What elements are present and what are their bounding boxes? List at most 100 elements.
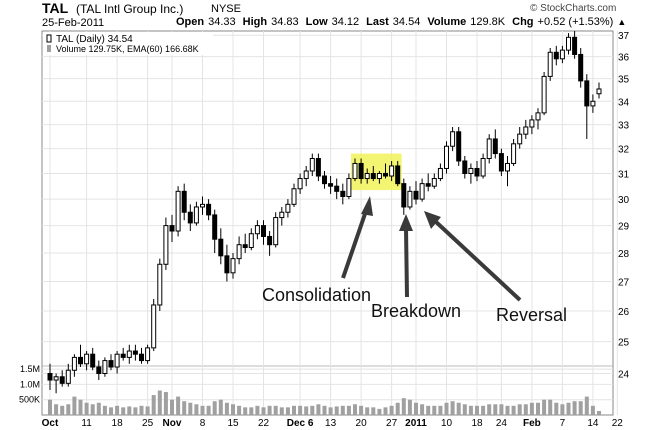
volume-bar <box>48 399 52 415</box>
candle-body <box>71 356 77 371</box>
volume-bar <box>365 407 370 415</box>
y-tick-label: 32 <box>618 145 630 156</box>
volume-bar <box>249 407 254 415</box>
candle-body <box>444 145 449 169</box>
candle-body <box>65 369 71 384</box>
chg-value: +0.52 (+1.53%) <box>537 16 614 28</box>
chart-header: TAL (TAL Intl Group Inc.) NYSE 25-Feb-20… <box>0 0 645 32</box>
x-tick-label: 27 <box>386 418 398 429</box>
volume-bar <box>218 399 223 415</box>
volume-bar <box>292 405 296 415</box>
volume-bar <box>231 404 235 415</box>
volume-bar <box>145 406 150 415</box>
y-tick-label: 35 <box>618 75 630 86</box>
candle-body <box>437 167 443 180</box>
candle-body <box>96 366 102 375</box>
volume-bar <box>444 402 449 415</box>
volume-bar <box>383 407 388 415</box>
candle-body <box>242 244 248 248</box>
x-axis: Oct 11 18 25 Nov 8 15 22 Dec 6 13 20 27 2011 10 18 24 Fe… <box>42 418 624 429</box>
legend-box <box>43 32 213 55</box>
credit-text: © StockCharts.com <box>530 3 617 14</box>
y-axis: 24 25 26 27 28 29 30 31 32 33 34 35 36 37 <box>618 31 630 380</box>
volume-bar <box>377 408 382 415</box>
candle-body <box>468 167 474 174</box>
volume-bar <box>151 395 156 415</box>
x-tick-label: 15 <box>227 418 239 429</box>
volume-bar <box>84 402 89 415</box>
candle-body <box>389 165 395 177</box>
candle-body <box>78 356 83 365</box>
volume-bar <box>316 404 321 415</box>
candle-body <box>407 190 413 208</box>
volume-bar <box>200 405 205 415</box>
candle-body <box>309 158 315 172</box>
candle-body <box>352 162 358 180</box>
reversal-arrow <box>433 219 522 302</box>
candle-body <box>498 153 504 172</box>
volume-bar <box>523 404 528 415</box>
volume-bar <box>359 405 364 415</box>
candle-body <box>254 225 260 235</box>
candle-body <box>224 255 230 274</box>
y-tick-label: 29 <box>618 222 630 233</box>
volume-bar <box>188 402 193 415</box>
quote-date: 25-Feb-2011 <box>42 17 105 29</box>
y-tick-label: 37 <box>618 31 630 42</box>
candle-body <box>541 75 547 114</box>
volume-bar <box>176 396 181 415</box>
breakdown-arrow <box>404 227 409 298</box>
volume-bar <box>212 401 217 415</box>
x-tick-label: 20 <box>356 418 368 429</box>
candle-body <box>553 51 559 60</box>
consolidation-arrow <box>341 207 369 279</box>
candle-body <box>132 350 138 355</box>
candle-body <box>322 175 327 185</box>
candle-body <box>285 203 291 213</box>
volume-bar <box>536 402 540 415</box>
volume-bar <box>72 396 77 415</box>
consolidation-arrowhead <box>361 196 373 216</box>
candle-body <box>248 233 254 248</box>
candle-body <box>279 211 285 219</box>
volume-bar <box>395 402 400 415</box>
y-tick-label: 24 <box>618 370 630 381</box>
candle-body <box>261 225 266 237</box>
candle-body <box>572 36 578 55</box>
candle-body <box>511 143 517 164</box>
volume-bar <box>548 399 553 415</box>
candle-body <box>102 360 108 375</box>
candle-body <box>139 353 144 362</box>
volume-bar <box>450 401 455 415</box>
volume-bar <box>475 405 479 415</box>
x-tick-label: 11 <box>81 418 92 429</box>
candle-body <box>383 172 388 177</box>
volume-bar <box>224 402 229 415</box>
volume-bar <box>511 405 516 415</box>
volume-bar <box>499 404 504 415</box>
volume-tick-label: 1.0M <box>20 379 40 389</box>
volume-axis: 1.5M 1.0M 500K <box>19 364 40 405</box>
candle-body <box>90 353 96 368</box>
y-tick-label: 30 <box>618 195 630 206</box>
candle-body <box>431 178 437 187</box>
volume-bar <box>66 404 71 415</box>
volume-bar <box>255 405 260 415</box>
candle-body <box>187 211 193 224</box>
volume-bar <box>432 405 437 415</box>
volume-bar <box>353 404 357 415</box>
volume-bar <box>237 405 242 415</box>
candle-body <box>169 225 175 232</box>
reversal-arrowhead <box>424 211 441 229</box>
candle-body <box>370 172 376 180</box>
volume-bar <box>121 407 126 415</box>
candle-body <box>505 162 510 172</box>
x-tick-label: Dec 6 <box>287 418 314 429</box>
plot-frame <box>41 30 614 416</box>
candle-body <box>181 190 187 213</box>
volume-bar <box>279 407 284 415</box>
volume-bar <box>493 404 498 415</box>
volume-bar <box>542 399 547 415</box>
volume-bar <box>285 407 290 415</box>
candle-body <box>590 100 596 107</box>
